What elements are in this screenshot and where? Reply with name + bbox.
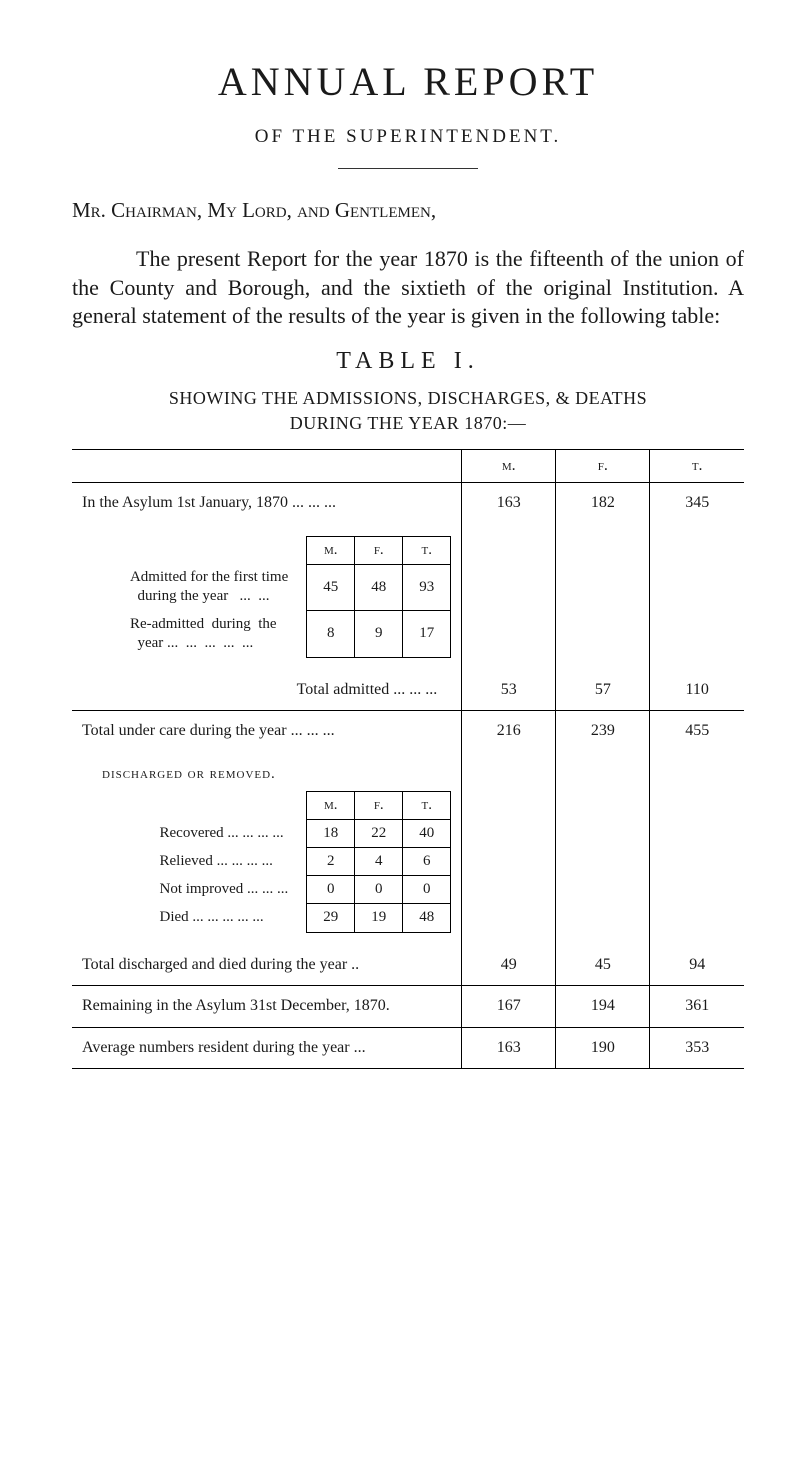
admitted-r1-f: 48 bbox=[355, 564, 403, 610]
discharged-r4-t: 48 bbox=[403, 904, 451, 932]
salutation: Mr. Chairman, My Lord, and Gentlemen, bbox=[72, 197, 744, 224]
intro-paragraph: The present Report for the year 1870 is … bbox=[72, 245, 744, 329]
row-in-asylum-m: 163 bbox=[462, 483, 556, 524]
admitted-subtable: m. f. t. Admitted for the first time dur… bbox=[130, 536, 451, 658]
discharged-r1-m: 18 bbox=[307, 819, 355, 847]
discharged-r1-f: 22 bbox=[355, 819, 403, 847]
row-total-care-m: 216 bbox=[462, 710, 556, 751]
admitted-col-t: t. bbox=[403, 536, 451, 564]
admitted-col-f: f. bbox=[355, 536, 403, 564]
row-total-admitted-t: 110 bbox=[650, 670, 744, 711]
discharged-r3-t: 0 bbox=[403, 876, 451, 904]
admitted-r2-label: Re-admitted during the year ... ... ... … bbox=[130, 611, 307, 657]
discharged-col-t: t. bbox=[403, 791, 451, 819]
admitted-r2-f: 9 bbox=[355, 611, 403, 657]
discharged-r4-m: 29 bbox=[307, 904, 355, 932]
discharged-r3-f: 0 bbox=[355, 876, 403, 904]
row-average-t: 353 bbox=[650, 1027, 744, 1068]
row-total-admitted-f: 57 bbox=[556, 670, 650, 711]
row-remaining-m: 167 bbox=[462, 986, 556, 1027]
page-title: ANNUAL REPORT bbox=[72, 56, 744, 107]
row-in-asylum-label: In the Asylum 1st January, 1870 ... ... … bbox=[72, 483, 462, 524]
discharged-col-f: f. bbox=[355, 791, 403, 819]
row-remaining-label: Remaining in the Asylum 31st December, 1… bbox=[72, 986, 462, 1027]
discharged-r1-label: Recovered ... ... ... ... bbox=[160, 819, 307, 847]
row-total-discharged-t: 94 bbox=[650, 945, 744, 986]
discharged-col-m: m. bbox=[307, 791, 355, 819]
row-remaining-f: 194 bbox=[556, 986, 650, 1027]
showing-line-2: DURING THE YEAR 1870:— bbox=[72, 412, 744, 435]
row-remaining-t: 361 bbox=[650, 986, 744, 1027]
discharged-heading: discharged or removed. bbox=[102, 765, 451, 784]
discharged-r1-t: 40 bbox=[403, 819, 451, 847]
discharged-r4-f: 19 bbox=[355, 904, 403, 932]
row-in-asylum-f: 182 bbox=[556, 483, 650, 524]
row-total-discharged-label: Total discharged and died during the yea… bbox=[72, 945, 462, 986]
row-total-care-label: Total under care during the year ... ...… bbox=[72, 710, 462, 751]
row-in-asylum-t: 345 bbox=[650, 483, 744, 524]
discharged-r2-f: 4 bbox=[355, 848, 403, 876]
admitted-r2-t: 17 bbox=[403, 611, 451, 657]
admitted-r2-m: 8 bbox=[307, 611, 355, 657]
col-f: f. bbox=[556, 449, 650, 482]
discharged-subtable: m. f. t. Recovered ... ... ... ... 18 22… bbox=[160, 791, 452, 933]
admitted-r1-t: 93 bbox=[403, 564, 451, 610]
admitted-r1-m: 45 bbox=[307, 564, 355, 610]
col-m: m. bbox=[462, 449, 556, 482]
row-average-m: 163 bbox=[462, 1027, 556, 1068]
row-total-care-f: 239 bbox=[556, 710, 650, 751]
discharged-r2-label: Relieved ... ... ... ... bbox=[160, 848, 307, 876]
row-total-discharged-f: 45 bbox=[556, 945, 650, 986]
row-total-admitted-m: 53 bbox=[462, 670, 556, 711]
row-total-admitted-label: Total admitted ... ... ... bbox=[72, 670, 462, 711]
table-label: TABLE I. bbox=[72, 346, 744, 377]
row-average-label: Average numbers resident during the year… bbox=[72, 1027, 462, 1068]
row-total-care-t: 455 bbox=[650, 710, 744, 751]
discharged-r2-m: 2 bbox=[307, 848, 355, 876]
subtitle: OF THE SUPERINTENDENT. bbox=[72, 125, 744, 149]
discharged-r3-label: Not improved ... ... ... bbox=[160, 876, 307, 904]
col-t: t. bbox=[650, 449, 744, 482]
divider bbox=[338, 168, 478, 169]
table-i: m. f. t. In the Asylum 1st January, 1870… bbox=[72, 449, 744, 1069]
discharged-r4-label: Died ... ... ... ... ... bbox=[160, 904, 307, 932]
admitted-col-m: m. bbox=[307, 536, 355, 564]
discharged-r2-t: 6 bbox=[403, 848, 451, 876]
row-average-f: 190 bbox=[556, 1027, 650, 1068]
discharged-r3-m: 0 bbox=[307, 876, 355, 904]
admitted-r1-label: Admitted for the first time during the y… bbox=[130, 564, 307, 610]
showing-line-1: SHOWING THE ADMISSIONS, DISCHARGES, & DE… bbox=[72, 387, 744, 410]
row-total-discharged-m: 49 bbox=[462, 945, 556, 986]
